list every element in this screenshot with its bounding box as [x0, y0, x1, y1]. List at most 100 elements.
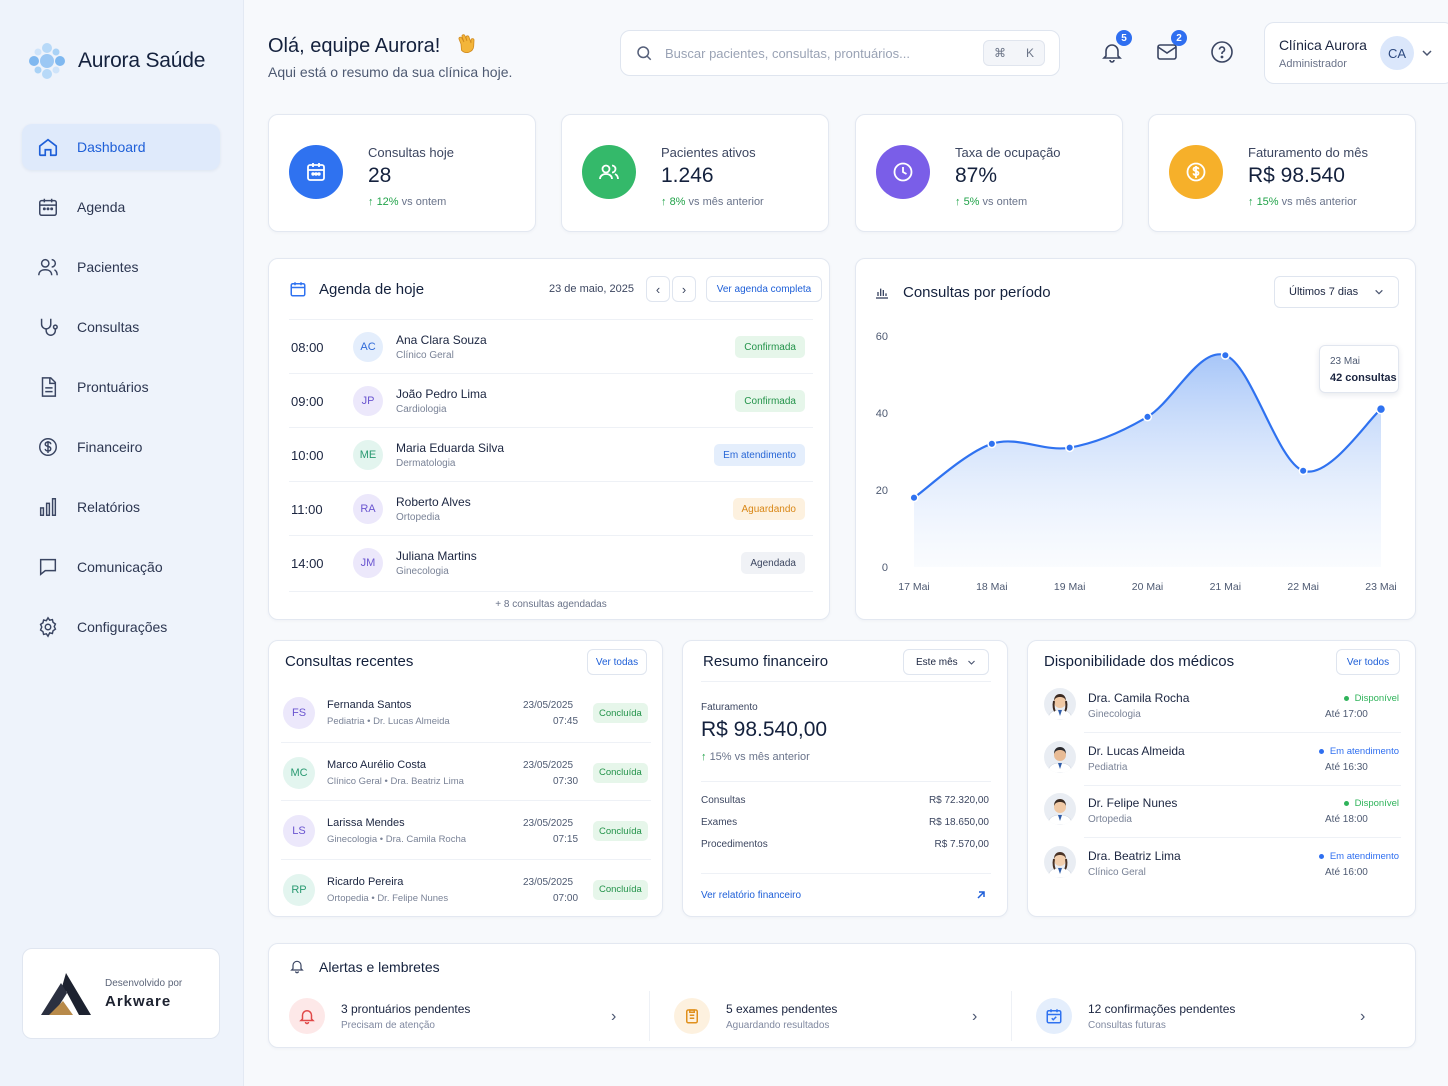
chart-point[interactable]: [1298, 466, 1308, 476]
consultation-date: 23/05/2025: [523, 759, 574, 771]
sidebar-item-relatorios[interactable]: Relatórios: [22, 484, 220, 530]
stat-card-consultas-hoje[interactable]: Consultas hoje 28 ↑ 12% vs ontem: [268, 114, 536, 232]
stat-card-pacientes-ativos[interactable]: Pacientes ativos 1.246 ↑ 8% vs mês anter…: [561, 114, 829, 232]
status-badge: Confirmada: [735, 390, 805, 412]
developer-card[interactable]: Desenvolvido por Arkware: [22, 948, 220, 1039]
doctor-availability: Até 17:00: [1325, 709, 1368, 720]
status-dot-icon: [1343, 696, 1349, 701]
alert-item-prontuarios[interactable]: 3 prontuários pendentes Precisam de aten…: [289, 992, 629, 1042]
sidebar-item-prontuarios[interactable]: Prontuários: [22, 364, 220, 410]
view-all-consultations-button[interactable]: Ver todas: [587, 649, 647, 675]
doctor-name: Dra. Beatriz Lima: [1088, 848, 1181, 863]
agenda-row[interactable]: 09:00 JP João Pedro Lima Cardiologia Con…: [289, 373, 813, 427]
doctor-row[interactable]: Dra. Beatriz Lima Clínico Geral Em atend…: [1028, 839, 1417, 891]
finance-row-label: Exames: [701, 817, 738, 828]
agenda-row[interactable]: 10:00 ME Maria Eduarda Silva Dermatologi…: [289, 427, 813, 481]
finance-label: Faturamento: [701, 702, 758, 713]
developer-label: Desenvolvido por: [105, 977, 183, 989]
chart-point[interactable]: [1375, 403, 1387, 415]
stat-delta-text: vs ontem: [982, 196, 1028, 208]
sidebar-item-comunicacao[interactable]: Comunicação: [22, 544, 220, 590]
stat-label: Taxa de ocupação: [955, 145, 1061, 160]
sidebar-item-consultas[interactable]: Consultas: [22, 304, 220, 350]
message-icon: [39, 558, 57, 576]
consultation-time: 07:30: [553, 775, 579, 787]
agenda-time: 11:00: [291, 502, 323, 517]
doctor-row[interactable]: Dr. Lucas Almeida Pediatria Em atendimen…: [1028, 734, 1417, 786]
chart-point[interactable]: [1220, 350, 1230, 360]
finance-report-link[interactable]: Ver relatório financeiro: [701, 890, 802, 901]
recent-consultation-row[interactable]: LS Larissa Mendes Ginecologia • Dra. Cam…: [281, 800, 651, 858]
agenda-time: 09:00: [291, 394, 324, 409]
recent-consultation-row[interactable]: MC Marco Aurélio Costa Clínico Geral • D…: [281, 741, 651, 800]
status-dot-icon: [1318, 748, 1324, 754]
messages-button[interactable]: 2: [1153, 30, 1187, 66]
chart-point[interactable]: [987, 439, 997, 449]
users-icon: [38, 258, 58, 276]
recent-consultation-row[interactable]: FS Fernanda Santos Pediatria • Dr. Lucas…: [281, 683, 651, 741]
agenda-row[interactable]: 14:00 JM Juliana Martins Ginecologia Age…: [289, 535, 813, 589]
doctor-status: Em atendimento: [1318, 851, 1399, 862]
stat-delta: ↑ 15% vs mês anterior: [1248, 196, 1357, 208]
doctor-name: Dr. Lucas Almeida: [1088, 743, 1185, 758]
view-full-agenda-button[interactable]: Ver agenda completa: [706, 276, 822, 302]
chart-point[interactable]: [1065, 443, 1075, 453]
doctor-row[interactable]: Dr. Felipe Nunes Ortopedia Disponível At…: [1028, 786, 1417, 838]
sidebar-item-financeiro[interactable]: Financeiro: [22, 424, 220, 470]
alert-item-exames[interactable]: 5 exames pendentes Aguardando resultados…: [674, 992, 984, 1042]
tooltip-date: 23 Mai: [1330, 356, 1361, 367]
sidebar-item-dashboard[interactable]: Dashboard: [22, 124, 220, 170]
finance-delta-text: 15% vs mês anterior: [709, 751, 810, 763]
consultation-detail: Ginecologia • Dra. Camila Rocha: [327, 834, 467, 845]
sidebar-item-configuracoes[interactable]: Configurações: [22, 604, 220, 650]
help-button[interactable]: [1208, 38, 1236, 66]
doctor-row[interactable]: Dra. Camila Rocha Ginecologia Disponível…: [1028, 681, 1417, 733]
doctor-status-label: Disponível: [1354, 693, 1399, 704]
consultation-detail: Clínico Geral • Dra. Beatriz Lima: [327, 775, 464, 787]
period-select[interactable]: Últimos 7 dias: [1274, 276, 1399, 308]
search-bar[interactable]: Buscar pacientes, consultas, prontuários…: [620, 30, 1060, 76]
search-icon: [637, 46, 652, 61]
page-title: Olá, equipe Aurora!: [268, 32, 478, 58]
prev-day-button[interactable]: ‹: [646, 276, 670, 302]
external-link-icon[interactable]: [975, 889, 987, 901]
stat-delta-text: vs mês anterior: [688, 196, 764, 208]
alerts-card: Alertas e lembretes 3 prontuários penden…: [268, 943, 1416, 1048]
doctor-avatar: [1044, 740, 1076, 773]
next-day-button[interactable]: ›: [672, 276, 696, 302]
agenda-title: Agenda de hoje: [319, 281, 425, 298]
period-select-value: Últimos 7 dias: [1289, 286, 1359, 298]
wave-icon: [454, 34, 478, 57]
agenda-row[interactable]: 08:00 AC Ana Clara Souza Clínico Geral C…: [289, 319, 813, 373]
chart-point[interactable]: [909, 493, 919, 503]
stat-card-faturamento[interactable]: Faturamento do mês R$ 98.540 ↑ 15% vs mê…: [1148, 114, 1416, 232]
sidebar-item-agenda[interactable]: Agenda: [22, 184, 220, 230]
gear-icon: [39, 616, 57, 638]
finance-row-label: Consultas: [701, 795, 746, 806]
stat-card-taxa-ocupacao[interactable]: Taxa de ocupação 87% ↑ 5% vs ontem: [855, 114, 1123, 232]
profile-menu[interactable]: Clínica Aurora Administrador CA: [1264, 22, 1448, 84]
stat-value: 1.246: [661, 164, 714, 187]
finance-period-select[interactable]: Este mês: [903, 649, 989, 675]
notifications-button[interactable]: 5: [1098, 30, 1132, 66]
chevron-right-icon: ›: [972, 1008, 978, 1025]
app-logo[interactable]: Aurora Saúde: [26, 40, 205, 82]
recent-consultation-row[interactable]: RP Ricardo Pereira Ortopedia • Dr. Felip…: [281, 858, 651, 917]
alert-item-confirmacoes[interactable]: 12 confirmações pendentes Consultas futu…: [1036, 992, 1376, 1042]
chart-tooltip: 23 Mai 42 consultas: [1319, 345, 1399, 393]
greeting-text: Olá, equipe Aurora!: [268, 35, 441, 57]
stat-delta: ↑ 12% vs ontem: [368, 196, 446, 208]
tooltip-value: 42 consultas: [1330, 372, 1397, 384]
agenda-row[interactable]: 11:00 RA Roberto Alves Ortopedia Aguarda…: [289, 481, 813, 535]
chart-point[interactable]: [1142, 412, 1153, 422]
stethoscope-icon: [40, 318, 58, 336]
y-tick-label: 20: [876, 485, 888, 497]
more-appointments-link[interactable]: + 8 consultas agendadas: [289, 591, 813, 610]
alert-subtitle: Aguardando resultados: [726, 1020, 830, 1031]
search-input[interactable]: Buscar pacientes, consultas, prontuários…: [665, 45, 910, 61]
view-all-doctors-button[interactable]: Ver todos: [1336, 649, 1400, 675]
sidebar-item-pacientes[interactable]: Pacientes: [22, 244, 220, 290]
chart-area: [914, 354, 1381, 567]
patient-avatar: FS: [283, 697, 315, 729]
finance-row-value: R$ 72.320,00: [928, 795, 989, 806]
